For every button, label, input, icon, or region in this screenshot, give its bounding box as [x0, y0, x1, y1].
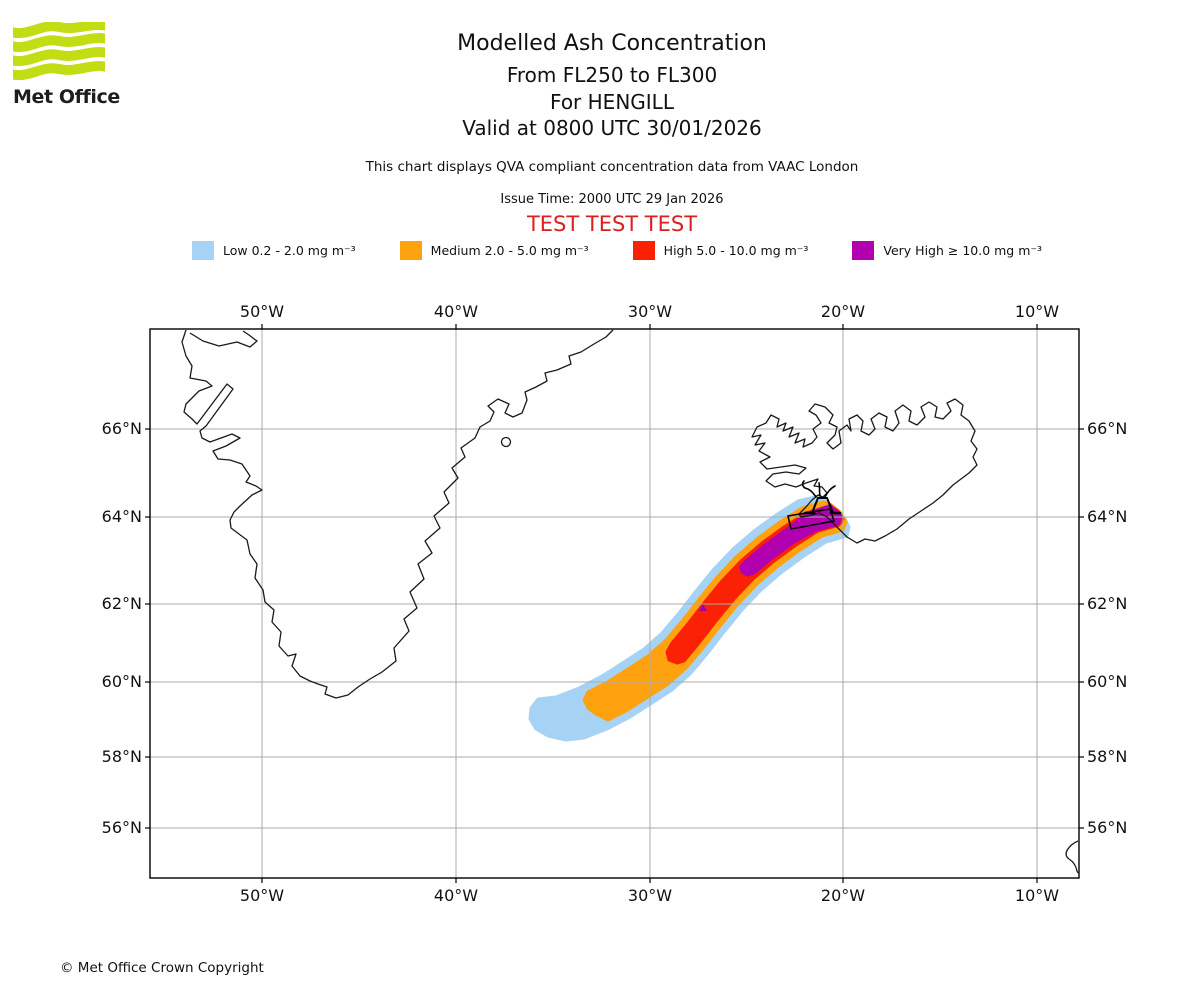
- legend-label: Medium 2.0 - 5.0 mg m⁻³: [430, 243, 589, 258]
- qva-description: This chart displays QVA compliant concen…: [365, 159, 859, 175]
- eruption-source-polygon: [787, 508, 836, 530]
- lat-tick-label-left: 56°N: [101, 818, 142, 837]
- legend-item-very-high: Very High ≥ 10.0 mg m⁻³: [852, 241, 1042, 260]
- page-title: Modelled Ash Concentration: [457, 31, 767, 56]
- lat-tick-label-left: 66°N: [101, 419, 142, 438]
- lon-tick-label-top: 10°W: [1014, 302, 1060, 321]
- ash-band-very-high: [739, 503, 843, 577]
- lat-tick-label-right: 60°N: [1087, 672, 1128, 691]
- test-banner: TEST TEST TEST: [526, 212, 698, 236]
- lat-tick-label-left: 64°N: [101, 507, 142, 526]
- lon-tick-label-bottom: 50°W: [239, 886, 285, 905]
- greenland-east-island: [500, 436, 512, 448]
- copyright-notice: © Met Office Crown Copyright: [60, 960, 264, 976]
- lon-tick-label-bottom: 10°W: [1014, 886, 1060, 905]
- lon-tick-label-bottom: 30°W: [627, 886, 673, 905]
- coastlines: [181, 329, 1079, 874]
- legend-item-high: High 5.0 - 10.0 mg m⁻³: [632, 241, 809, 260]
- met-office-logo: Met Office: [13, 22, 123, 108]
- valid-time-line: Valid at 0800 UTC 30/01/2026: [462, 116, 762, 140]
- very-high-spot-marker: [699, 604, 707, 611]
- legend-label: Low 0.2 - 2.0 mg m⁻³: [223, 243, 356, 258]
- lat-tick-label-right: 58°N: [1087, 747, 1128, 766]
- lat-tick-label-right: 66°N: [1087, 419, 1128, 438]
- lon-tick-label-top: 40°W: [433, 302, 479, 321]
- flight-level-line: From FL250 to FL300: [506, 63, 718, 87]
- lat-tick-label-left: 62°N: [101, 594, 142, 613]
- lon-tick-label-bottom: 40°W: [433, 886, 479, 905]
- axis-ticks: [145, 324, 1084, 883]
- legend-item-low: Low 0.2 - 2.0 mg m⁻³: [192, 241, 356, 260]
- lat-tick-label-left: 58°N: [101, 747, 142, 766]
- legend-swatch-medium: [399, 241, 422, 260]
- lon-tick-label-top: 30°W: [627, 302, 673, 321]
- legend-swatch-low: [192, 241, 214, 260]
- legend-swatch-very-high: [852, 241, 875, 260]
- greenland-north-inlet: [189, 330, 258, 348]
- volcano-eruption-icon: [801, 480, 842, 515]
- lat-tick-label-left: 60°N: [101, 672, 142, 691]
- issue-time: Issue Time: 2000 UTC 29 Jan 2026: [500, 192, 724, 207]
- met-office-logo-text: Met Office: [13, 86, 120, 108]
- lon-tick-label-bottom: 20°W: [820, 886, 866, 905]
- corner-coastline-fragment: [1065, 840, 1079, 874]
- map-canvas: [145, 324, 1084, 883]
- iceland-coastline: [751, 398, 978, 544]
- greenland-coastline: [181, 329, 614, 699]
- lon-tick-label-top: 20°W: [820, 302, 866, 321]
- legend-label: High 5.0 - 10.0 mg m⁻³: [663, 243, 809, 258]
- legend-label: Very High ≥ 10.0 mg m⁻³: [883, 243, 1042, 258]
- graticule-layer: [150, 329, 1079, 878]
- ash-plume-layer: [528, 494, 851, 742]
- legend-row: Low 0.2 - 2.0 mg m⁻³ Medium 2.0 - 5.0 mg …: [0, 241, 1200, 260]
- met-office-waves-icon: [13, 22, 105, 80]
- legend-swatch-high: [632, 241, 655, 260]
- lat-tick-label-right: 64°N: [1087, 507, 1128, 526]
- volcano-line: For HENGILL: [550, 90, 674, 114]
- legend-item-medium: Medium 2.0 - 5.0 mg m⁻³: [399, 241, 589, 260]
- source-markers: [699, 508, 836, 611]
- lat-tick-label-right: 56°N: [1087, 818, 1128, 837]
- lat-tick-label-right: 62°N: [1087, 594, 1128, 613]
- lon-tick-label-top: 50°W: [239, 302, 285, 321]
